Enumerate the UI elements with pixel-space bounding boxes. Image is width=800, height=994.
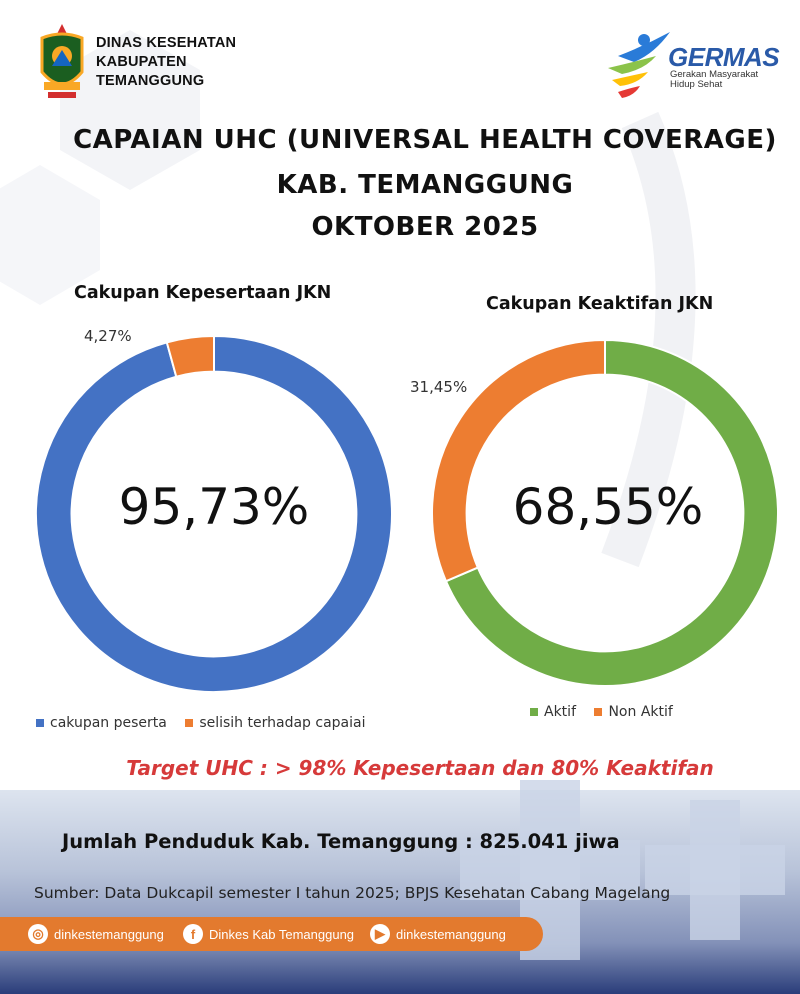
chart2-legend: Aktif Non Aktif — [530, 704, 760, 720]
germas-sub-line-1: Gerakan Masyarakat — [670, 69, 759, 80]
temanggung-emblem-logo — [40, 24, 84, 98]
germas-subtitle: Gerakan Masyarakat Hidup Sehat — [670, 70, 758, 90]
chart2-slice-1 — [444, 338, 779, 687]
chart2-slice-2 — [431, 338, 606, 583]
chart1-legend-swatch-1 — [36, 719, 44, 727]
facebook-icon: f — [183, 924, 203, 944]
plus-decoration — [645, 845, 785, 895]
chart1-small-label: 4,27% — [84, 327, 132, 345]
chart2-donut — [431, 338, 779, 687]
youtube-icon: ▶ — [370, 924, 390, 944]
chart1-legend-item-1: cakupan peserta — [36, 715, 167, 731]
chart2-legend-swatch-2 — [594, 708, 603, 716]
org-line-3: TEMANGGUNG — [96, 73, 205, 89]
chart1-center-value: 95,73% — [118, 478, 310, 536]
org-name: DINAS KESEHATAN KABUPATEN TEMANGGUNG — [96, 34, 236, 91]
plus-decoration — [460, 840, 640, 900]
org-line-2: KABUPATEN — [96, 54, 187, 70]
chart2-legend-swatch-1 — [530, 708, 538, 716]
chart2-legend-label-2: Non Aktif — [608, 704, 673, 720]
chart2-legend-label-1: Aktif — [544, 704, 576, 720]
chart2-small-label: 31,45% — [410, 378, 468, 396]
target-uhc-text: Target UHC : > 98% Kepesertaan dan 80% K… — [126, 756, 714, 780]
chart2-center-value: 68,55% — [512, 478, 704, 536]
social-facebook[interactable]: f Dinkes Kab Temanggung — [183, 923, 354, 945]
germas-sub-line-2: Hidup Sehat — [670, 79, 723, 90]
chart1-legend-swatch-2 — [185, 719, 194, 727]
instagram-handle: dinkestemanggung — [54, 926, 164, 942]
chart1-legend: cakupan peserta selisih terhadap capaiai — [36, 715, 401, 731]
instagram-icon: ◎ — [28, 924, 48, 944]
chart2-legend-item-2: Non Aktif — [594, 704, 673, 720]
org-line-1: DINAS KESEHATAN — [96, 35, 237, 51]
germas-logo — [608, 32, 670, 98]
title-line-1: CAPAIAN UHC (UNIVERSAL HEALTH COVERAGE) — [73, 125, 777, 155]
social-bar: ◎ dinkestemanggung f Dinkes Kab Temanggu… — [0, 917, 543, 951]
chart1-slice-2 — [165, 334, 215, 378]
title-line-2: KAB. TEMANGGUNG — [276, 170, 574, 200]
youtube-handle: dinkestemanggung — [396, 926, 506, 942]
population-text: Jumlah Penduduk Kab. Temanggung : 825.04… — [62, 830, 620, 853]
chart2-title: Cakupan Keaktifan JKN — [486, 294, 714, 314]
facebook-handle: Dinkes Kab Temanggung — [209, 926, 355, 942]
chart1-title: Cakupan Kepesertaan JKN — [74, 283, 332, 303]
social-youtube[interactable]: ▶ dinkestemanggung — [370, 923, 506, 945]
chart1-legend-item-2: selisih terhadap capaiai — [185, 715, 365, 731]
source-text: Sumber: Data Dukcapil semester I tahun 2… — [34, 884, 671, 902]
germas-title: GERMAS — [668, 42, 780, 72]
chart1-slice-1 — [35, 334, 393, 693]
chart1-legend-label-1: cakupan peserta — [50, 715, 167, 731]
chart1-legend-label-2: selisih terhadap capaiai — [199, 715, 366, 731]
social-instagram[interactable]: ◎ dinkestemanggung — [28, 923, 164, 945]
chart1-donut — [35, 334, 393, 693]
chart2-legend-item-1: Aktif — [530, 704, 576, 720]
title-line-3: OKTOBER 2025 — [311, 212, 539, 242]
